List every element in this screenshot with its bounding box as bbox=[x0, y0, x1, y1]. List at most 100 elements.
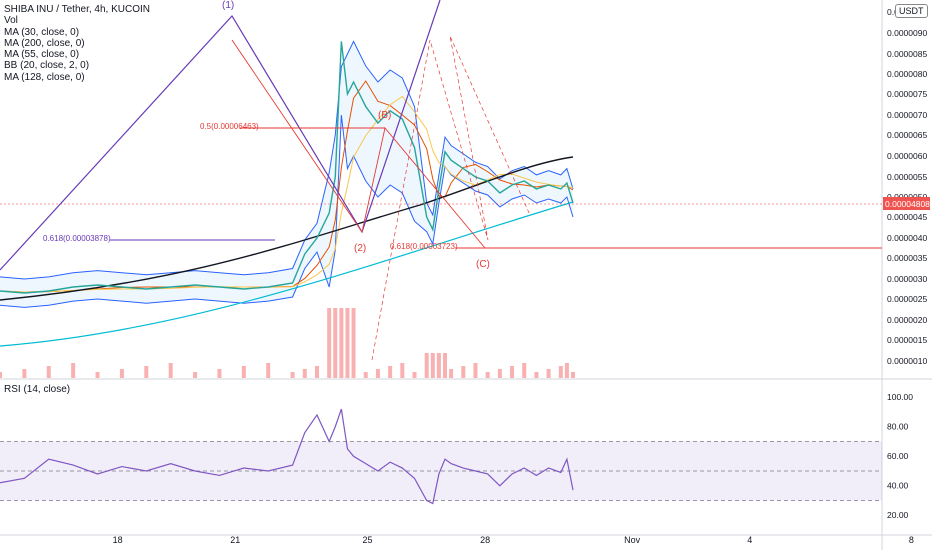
price-tick-label: 0.0000090 bbox=[887, 28, 927, 38]
price-tick-label: 0.0000020 bbox=[887, 315, 927, 325]
volume-bar bbox=[436, 353, 441, 378]
volume-bar bbox=[168, 363, 173, 378]
volume-bar bbox=[424, 353, 429, 378]
price-tick-label: 0.0000010 bbox=[887, 356, 927, 366]
volume-bar bbox=[546, 369, 551, 378]
chart-legend: SHIBA INU / Tether, 4h, KUCOIN Vol MA (3… bbox=[4, 4, 150, 83]
wave-projection-line bbox=[231, 39, 486, 249]
ma128-line bbox=[0, 201, 574, 347]
price-tick-label: 0.0000040 bbox=[887, 233, 927, 243]
volume-bar bbox=[564, 363, 569, 378]
elliott-wave-line bbox=[0, 0, 441, 271]
volume-bar bbox=[0, 372, 2, 378]
volume-bar bbox=[327, 308, 332, 378]
legend-vol: Vol bbox=[4, 15, 18, 27]
last-price-badge bbox=[883, 197, 930, 210]
volume-bar bbox=[314, 366, 319, 378]
volume-bar bbox=[442, 353, 447, 378]
volume-bar bbox=[217, 369, 222, 378]
volume-bar bbox=[449, 369, 454, 378]
bollinger-upper bbox=[0, 40, 574, 280]
rsi-tick-label: 80.00 bbox=[887, 422, 909, 432]
fib-half-label: 0.5(0.00006463) bbox=[200, 122, 259, 131]
volume-bar bbox=[119, 369, 124, 378]
price-tick-label: 0.0000030 bbox=[887, 274, 927, 284]
ma55-line bbox=[0, 95, 574, 293]
symbol-title: SHIBA INU / Tether, 4h, KUCOIN bbox=[4, 4, 150, 15]
volume-bar bbox=[144, 366, 149, 378]
time-tick-label: 4 bbox=[747, 535, 752, 545]
dashed-projection bbox=[371, 35, 531, 361]
volume-bar bbox=[473, 363, 478, 378]
rsi-line bbox=[0, 408, 574, 505]
price-tick-label: 0.0000055 bbox=[887, 172, 927, 182]
rsi-legend: RSI (14, close) bbox=[4, 384, 71, 395]
volume-bar bbox=[363, 372, 368, 378]
volume-bar bbox=[522, 363, 527, 378]
time-tick-label: 28 bbox=[480, 535, 490, 545]
price-tick-label: 0.0000075 bbox=[887, 89, 927, 99]
volume-bar bbox=[95, 372, 100, 378]
volume-bar bbox=[193, 372, 198, 378]
rsi-tick-label: 100.00 bbox=[887, 392, 913, 402]
volume-bar bbox=[22, 369, 27, 378]
rsi-tick-label: 40.00 bbox=[887, 481, 909, 491]
wave-b-label: (B) bbox=[378, 110, 391, 121]
volume-bar bbox=[534, 372, 539, 378]
ma200-line bbox=[0, 156, 574, 301]
wave-2-label: (2) bbox=[354, 243, 366, 254]
fib-618-right-label: 0.618(0.00003723) bbox=[390, 242, 458, 251]
legend-ma30: MA (30, close, 0) bbox=[4, 26, 80, 38]
volume-bar bbox=[571, 372, 575, 378]
price-tick-label: 0.0000060 bbox=[887, 151, 927, 161]
price-tick-label: 0.0000045 bbox=[887, 212, 927, 222]
volume-bar bbox=[375, 369, 380, 378]
rsi-tick-label: 60.00 bbox=[887, 451, 909, 461]
volume-bar bbox=[302, 369, 307, 378]
volume-bar bbox=[510, 366, 515, 378]
volume-bar bbox=[497, 369, 502, 378]
volume-bar bbox=[333, 308, 338, 378]
legend-ma200: MA (200, close, 0) bbox=[4, 37, 85, 49]
time-tick-label: 18 bbox=[113, 535, 123, 545]
time-tick-label: 8 bbox=[909, 535, 914, 545]
price-tick-label: 0.0000065 bbox=[887, 130, 927, 140]
volume-bar bbox=[339, 308, 344, 378]
time-tick-label: 25 bbox=[362, 535, 372, 545]
volume-bar bbox=[461, 366, 466, 378]
legend-ma55: MA (55, close, 0) bbox=[4, 49, 80, 61]
volume-bar bbox=[290, 372, 295, 378]
volume-bar bbox=[46, 366, 51, 378]
currency-selector[interactable]: USDT bbox=[895, 4, 928, 18]
volume-bar bbox=[71, 363, 76, 378]
volume-bar bbox=[400, 363, 405, 378]
price-tick-label: 0.0000085 bbox=[887, 49, 927, 59]
volume-bar bbox=[241, 366, 246, 378]
volume-bar bbox=[485, 372, 490, 378]
rsi-tick-label: 20.00 bbox=[887, 510, 909, 520]
price-tick-label: 0.0000025 bbox=[887, 294, 927, 304]
volume-bar bbox=[558, 366, 563, 378]
price-line bbox=[0, 41, 574, 294]
volume-bar bbox=[430, 353, 435, 378]
price-tick-label: 0.0000035 bbox=[887, 253, 927, 263]
fib-618-left-label: 0.618(0.00003878) bbox=[43, 234, 111, 243]
price-tick-label: 0.0000015 bbox=[887, 335, 927, 345]
last-price-label: 0.00004808 bbox=[885, 199, 930, 209]
bollinger-lower bbox=[0, 114, 574, 308]
volume-bar bbox=[345, 308, 350, 378]
wave-1-label: (1) bbox=[222, 0, 234, 11]
wave-c-label: (C) bbox=[476, 259, 490, 270]
volume-bar bbox=[388, 366, 393, 378]
price-tick-label: 0.0000080 bbox=[887, 69, 927, 79]
legend-ma128: MA (128, close, 0) bbox=[4, 71, 85, 83]
price-tick-label: 0.0000070 bbox=[887, 110, 927, 120]
volume-bar bbox=[266, 363, 271, 378]
volume-bar bbox=[351, 308, 356, 378]
time-tick-label: 21 bbox=[230, 535, 240, 545]
time-tick-label: Nov bbox=[624, 535, 641, 545]
volume-bar bbox=[412, 372, 417, 378]
legend-bb: BB (20, close, 2, 0) bbox=[4, 60, 90, 72]
